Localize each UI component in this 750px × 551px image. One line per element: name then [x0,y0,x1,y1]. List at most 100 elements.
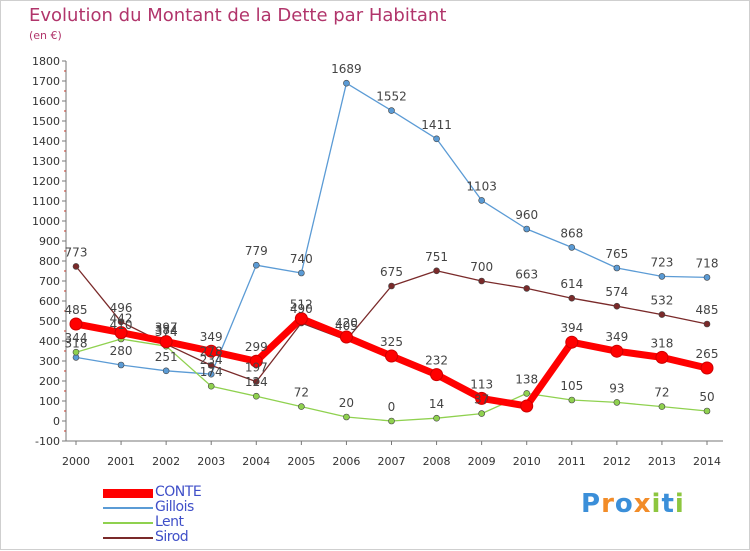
x-tick-label: 2010 [513,455,541,468]
data-point [703,320,711,328]
y-tick-label: 700 [39,275,60,288]
data-label: 265 [696,347,719,361]
y-tick-label: 900 [39,235,60,248]
legend-label: Gillois [155,499,194,515]
y-tick-label: 100 [39,395,60,408]
data-label: 773 [65,245,88,259]
data-label: 405 [335,319,358,333]
data-label: 113 [470,377,493,391]
x-tick-label: 2009 [468,455,496,468]
data-point [523,285,531,292]
data-point [298,403,305,410]
data-label: 20 [339,396,354,410]
data-point [610,344,624,358]
data-label: 751 [425,250,448,264]
data-label: 174 [200,365,223,379]
data-label: 532 [650,294,673,308]
data-label: 397 [155,321,178,335]
y-tick-label: 0 [53,415,60,428]
x-tick-label: 2007 [378,455,406,468]
data-label: 384 [155,323,178,337]
data-point [565,335,579,349]
data-label: 72 [294,386,309,400]
chart-title: Evolution du Montant de la Dette par Hab… [29,5,447,26]
legend-label: CONTE [155,484,202,500]
data-point [568,396,576,404]
data-point [655,350,669,364]
y-tick-label: 200 [39,375,60,388]
data-point [252,378,260,385]
x-tick-label: 2000 [62,455,90,468]
data-point [520,399,534,413]
legend-label: Lent [155,514,184,530]
y-tick-label: 1600 [32,95,60,108]
data-label: 374 [155,325,178,339]
logo-letter: P [581,489,602,519]
data-label: 349 [605,330,628,344]
data-point [700,361,714,375]
data-point [523,225,531,233]
data-point [433,135,440,143]
data-label: 496 [110,301,133,315]
data-label: 318 [650,336,673,350]
data-point [475,391,489,405]
data-point [478,410,485,417]
data-point [117,318,125,326]
x-tick-label: 2006 [332,455,360,468]
data-label: 251 [155,350,178,364]
data-label: 1552 [376,90,407,104]
y-tick-label: 400 [39,335,60,348]
data-label: 868 [560,226,583,240]
data-point [388,282,395,290]
data-label: 124 [245,375,268,389]
data-point [433,267,440,275]
data-point [72,348,80,356]
y-tick-label: 800 [39,255,60,268]
y-tick-label: 1400 [32,135,60,148]
data-point [252,392,260,400]
logo-letter: i [651,489,662,519]
data-point [703,407,711,415]
data-label: 779 [245,244,268,258]
data-label: 344 [65,331,88,345]
data-label: 490 [290,302,313,316]
data-label: 675 [380,265,403,279]
legend-swatch [103,537,153,539]
x-tick-label: 2008 [423,455,451,468]
y-tick-label: 1700 [32,75,60,88]
data-label: 14 [429,397,444,411]
data-point [204,344,218,358]
data-point [613,264,621,272]
x-tick-label: 2014 [693,455,721,468]
data-point [568,244,576,251]
x-tick-label: 2013 [648,455,676,468]
logo-letter: o [614,489,634,519]
data-label: 138 [515,372,538,386]
data-label: 960 [515,208,538,222]
data-label: 50 [699,390,714,404]
data-point [658,403,666,410]
data-point [388,107,395,114]
y-tick-label: 1200 [32,175,60,188]
x-tick-label: 2012 [603,455,631,468]
data-label: 72 [654,386,669,400]
chart-subtitle: (en €) [29,29,62,42]
data-label: 318 [65,336,88,350]
x-tick-label: 2011 [558,455,586,468]
y-tick-label: 1100 [32,195,60,208]
data-point [298,269,305,277]
data-point [117,361,125,369]
data-label: 485 [65,303,88,317]
data-point [433,414,440,422]
data-label: 410 [110,318,133,332]
proxiti-logo: Proxiti [581,489,685,519]
logo-letter: r [601,489,615,519]
data-label: 765 [605,247,628,261]
data-point [613,399,621,406]
logo-letter: x [633,489,652,519]
data-label: 485 [696,303,719,317]
data-point [252,261,260,269]
data-label: 278 [200,344,223,358]
